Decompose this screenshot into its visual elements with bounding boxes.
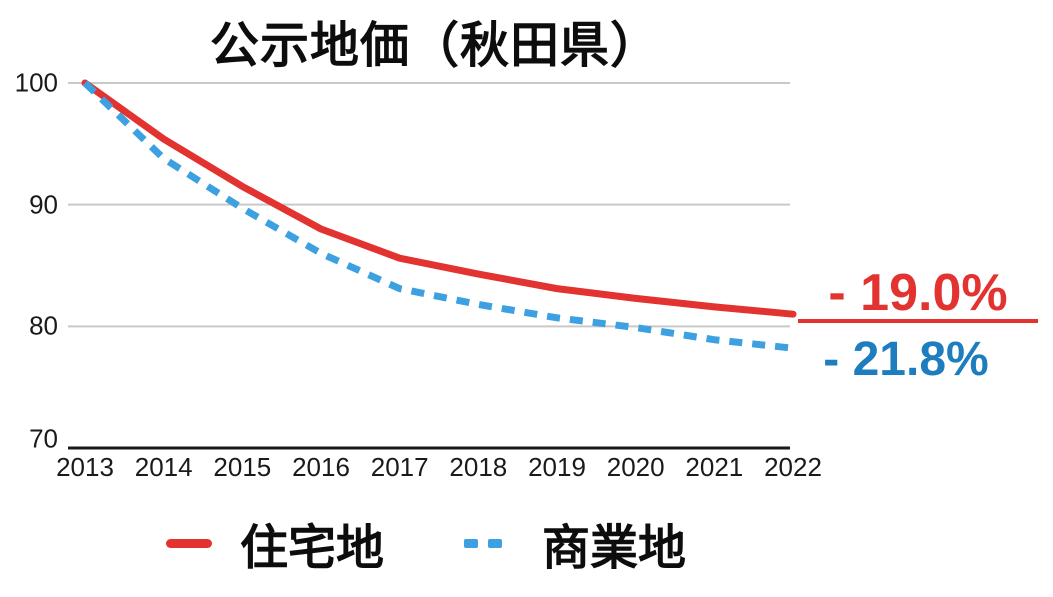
- legend-item-commercial: 商業地: [464, 508, 686, 578]
- x-tick-2020: 2020: [606, 452, 665, 482]
- y-tick-80: 80: [29, 310, 58, 341]
- residential-line-swatch-icon: [166, 538, 212, 548]
- annotation-residential-change: - 19.0%: [798, 263, 1038, 323]
- series-line-住宅地: [81, 79, 797, 318]
- legend-item-residential: 住宅地: [166, 508, 384, 578]
- x-tick-2022: 2022: [764, 452, 822, 482]
- x-tick-2015: 2015: [213, 452, 272, 482]
- x-tick-2017: 2017: [370, 452, 429, 482]
- y-tick-100: 100: [14, 67, 58, 98]
- legend-label-commercial: 商業地: [542, 522, 687, 575]
- legend-label-residential: 住宅地: [240, 522, 385, 575]
- legend: 住宅地 商業地: [0, 508, 1053, 578]
- annotation-commercial-change: - 21.8%: [823, 333, 989, 386]
- y-tick-90: 90: [29, 189, 58, 220]
- x-tick-2021: 2021: [685, 452, 744, 482]
- y-tick-70: 70: [29, 423, 58, 454]
- x-tick-2013: 2013: [56, 452, 114, 482]
- x-tick-2014: 2014: [134, 452, 193, 482]
- x-tick-2016: 2016: [292, 452, 350, 482]
- x-tick-2018: 2018: [449, 452, 508, 482]
- chart-title: 公示地価（秋田県）: [209, 19, 660, 73]
- x-tick-2019: 2019: [528, 452, 586, 482]
- series-line-商業地: [82, 80, 794, 352]
- commercial-line-swatch-icon: [464, 538, 502, 548]
